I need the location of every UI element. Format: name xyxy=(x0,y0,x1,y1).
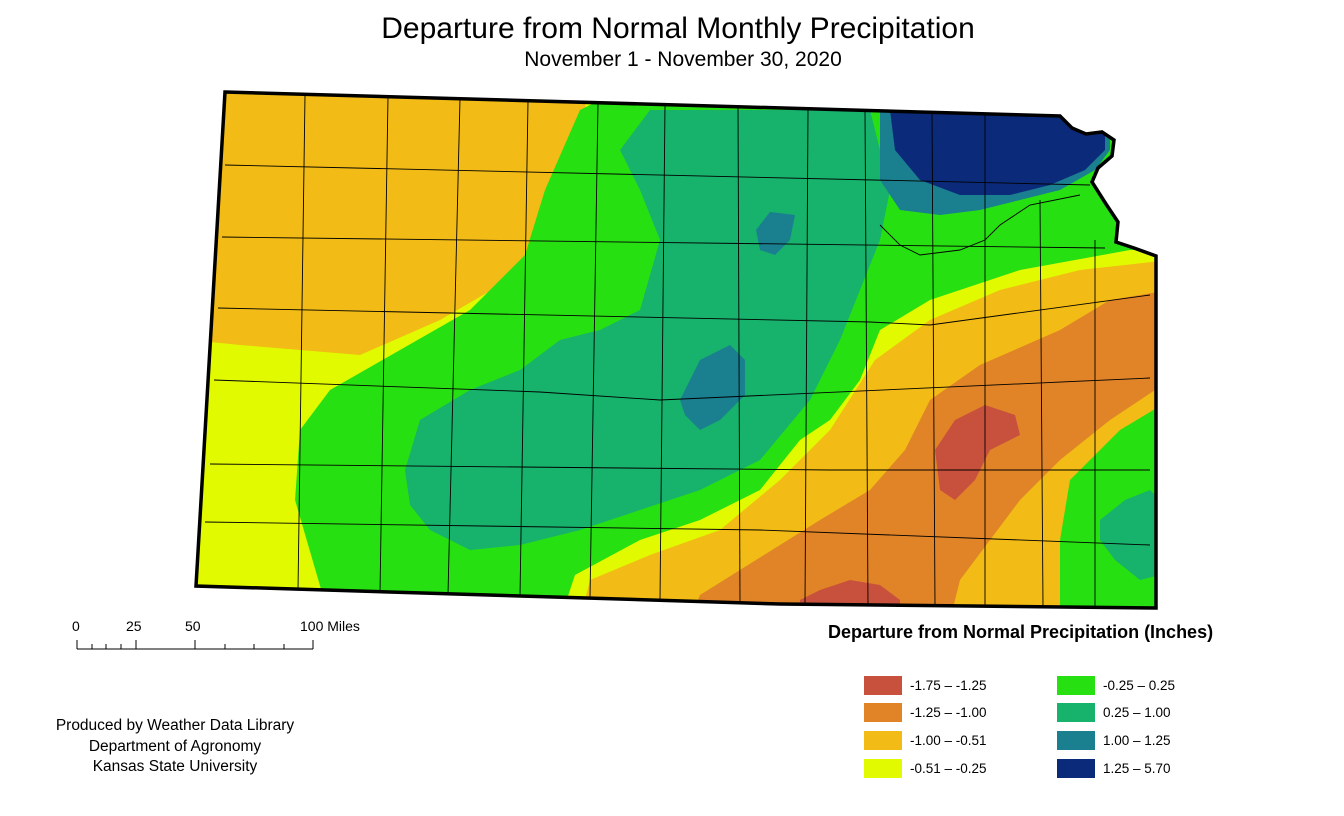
scale-tick-label: 0 xyxy=(72,618,80,634)
credit-line: Department of Agronomy xyxy=(88,737,262,755)
legend-label: -1.00 – -0.51 xyxy=(910,733,987,748)
legend-swatch xyxy=(864,759,902,778)
zone-dry-core-east xyxy=(935,405,1020,500)
legend: -1.75 – -1.25 -1.25 – -1.00 -1.00 – -0.5… xyxy=(864,676,1194,796)
state-boundary xyxy=(194,90,1158,610)
legend-label: -1.25 – -1.00 xyxy=(910,705,987,720)
legend-swatch xyxy=(1057,703,1095,722)
precip-zones xyxy=(196,92,1156,608)
credit-line: Produced by Weather Data Library xyxy=(55,717,295,734)
credit-line: Kansas State University xyxy=(92,758,258,775)
legend-label: -0.25 – 0.25 xyxy=(1103,678,1176,693)
legend-swatch xyxy=(864,731,902,750)
legend-title: Departure from Normal Precipitation (Inc… xyxy=(828,622,1214,642)
zone-ne-very-wet xyxy=(890,110,1105,195)
zone-se-teal-green xyxy=(1100,490,1156,580)
legend-swatch xyxy=(864,676,902,695)
legend-swatch xyxy=(1057,731,1095,750)
legend-label: 1.25 – 5.70 xyxy=(1103,761,1171,776)
zone-wet-core-central xyxy=(680,345,745,430)
legend-label: -1.75 – -1.25 xyxy=(910,678,987,693)
scale-bar-graphic xyxy=(76,640,314,650)
legend-label: 1.00 – 1.25 xyxy=(1103,733,1171,748)
legend-label: 0.25 – 1.00 xyxy=(1103,705,1171,720)
scale-tick-label: 50 xyxy=(185,618,201,634)
county-boundaries xyxy=(204,94,1151,607)
map-subtitle: November 1 - November 30, 2020 xyxy=(524,48,842,71)
scale-bar: 0 25 50 100 Miles xyxy=(60,612,380,662)
zone-dry-core-south xyxy=(800,580,900,608)
map-title: Departure from Normal Monthly Precipitat… xyxy=(381,12,975,45)
scale-tick-label: 25 xyxy=(126,618,142,634)
legend-swatch xyxy=(864,703,902,722)
legend-swatch xyxy=(1057,676,1095,695)
legend-label: -0.51 – -0.25 xyxy=(910,761,987,776)
zone-se-minus125 xyxy=(690,290,1156,608)
scale-tick-label: 100 Miles xyxy=(300,618,360,634)
legend-swatch xyxy=(1057,759,1095,778)
credit-block: Produced by Weather Data Library Departm… xyxy=(20,716,330,778)
